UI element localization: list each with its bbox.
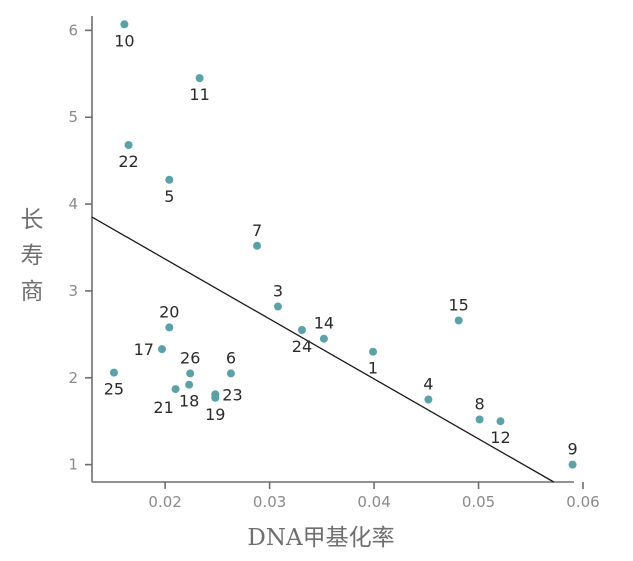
point-label: 1 <box>368 359 378 378</box>
data-point <box>475 415 484 424</box>
data-point <box>454 316 463 325</box>
point-label: 25 <box>104 380 124 399</box>
point-label: 4 <box>423 374 433 393</box>
y-axis-title: 长寿商 <box>21 207 44 305</box>
point-label: 9 <box>567 440 577 459</box>
data-point <box>319 334 328 343</box>
data-point <box>124 141 133 150</box>
trend-line <box>91 216 555 483</box>
x-tick-label: 0.06 <box>566 493 599 511</box>
data-point <box>424 395 433 404</box>
point-label: 5 <box>164 187 174 206</box>
point-label: 7 <box>252 221 262 240</box>
data-point <box>185 380 194 389</box>
y-tick-label: 5 <box>68 108 78 126</box>
point-label: 8 <box>474 394 484 413</box>
point-label: 6 <box>226 348 236 367</box>
data-point <box>165 175 174 184</box>
point-label: 15 <box>449 295 469 314</box>
data-point <box>496 417 505 426</box>
y-tick-label: 6 <box>68 21 78 39</box>
data-point <box>211 393 220 402</box>
point-label: 17 <box>134 340 154 359</box>
data-point <box>157 345 166 354</box>
data-point <box>165 323 174 332</box>
data-point <box>568 460 577 469</box>
point-label: 11 <box>189 85 209 104</box>
point-label: 14 <box>314 314 334 333</box>
data-point <box>297 326 306 335</box>
data-point <box>253 241 262 250</box>
data-point <box>109 368 118 377</box>
x-tick-label: 0.05 <box>462 493 495 511</box>
point-label: 18 <box>179 392 199 411</box>
point-label: 23 <box>222 385 242 404</box>
y-tick-label: 3 <box>68 282 78 300</box>
data-point <box>273 302 282 311</box>
data-point <box>171 385 180 394</box>
y-tick-label: 1 <box>68 456 78 474</box>
y-tick-label: 4 <box>68 195 78 213</box>
point-label: 19 <box>205 405 225 424</box>
x-tick-label: 0.04 <box>357 493 390 511</box>
axes <box>91 16 574 483</box>
x-tick-label: 0.03 <box>253 493 286 511</box>
data-point <box>226 369 235 378</box>
point-label: 26 <box>180 348 200 367</box>
point-label: 12 <box>490 428 510 447</box>
point-label: 3 <box>273 282 283 301</box>
x-axis-title: DNA甲基化率 <box>247 525 394 551</box>
y-ticks: 1 2 3 4 5 6 <box>68 21 92 474</box>
data-point <box>186 369 195 378</box>
point-label: 24 <box>292 337 312 356</box>
point-label: 10 <box>114 31 134 50</box>
point-label: 20 <box>159 302 179 321</box>
data-point <box>369 347 378 356</box>
point-label: 21 <box>153 398 173 417</box>
data-point <box>195 74 204 83</box>
data-point <box>120 20 129 29</box>
y-tick-label: 2 <box>68 369 78 387</box>
x-ticks: 0.02 0.03 0.04 0.05 0.06 <box>148 482 600 511</box>
x-tick-label: 0.02 <box>148 493 181 511</box>
point-label: 22 <box>118 152 138 171</box>
